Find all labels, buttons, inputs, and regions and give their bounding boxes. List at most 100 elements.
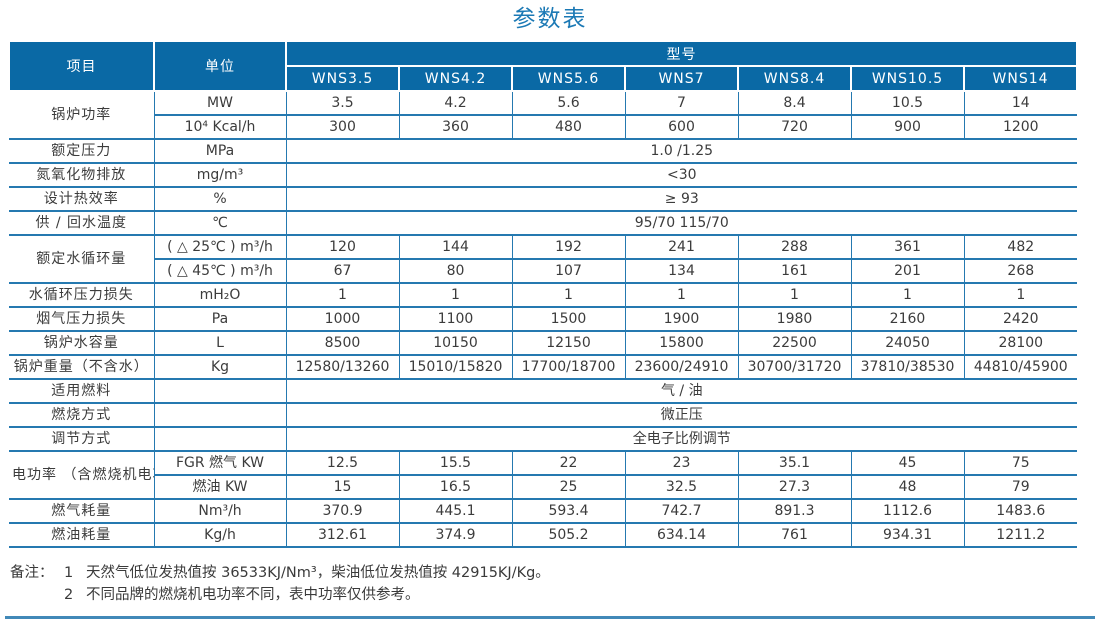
row-label: 设计热效率 [9, 186, 155, 212]
value-cell: 1 [285, 282, 400, 308]
value-cell: 1 [963, 282, 1078, 308]
value-cell: 1980 [737, 306, 852, 332]
value-cell: 2160 [850, 306, 965, 332]
value-cell: 23600/24910 [624, 354, 739, 380]
value-cell: 80 [398, 258, 513, 284]
table-row: 额定压力 MPa 1.0 /1.25 [9, 138, 1078, 164]
value-cell: 600 [624, 114, 739, 140]
row-label: 供 / 回水温度 [9, 210, 155, 236]
col-header-unit: 单位 [153, 40, 287, 92]
value-cell: 28100 [963, 330, 1078, 356]
value-cell: 1000 [285, 306, 400, 332]
value-cell: 370.9 [285, 498, 400, 524]
value-cell: 2420 [963, 306, 1078, 332]
value-cell: 360 [398, 114, 513, 140]
value-cell: 268 [963, 258, 1078, 284]
value-cell: 312.61 [285, 522, 400, 548]
unit-cell: L [153, 330, 287, 356]
value-cell: 1 [850, 282, 965, 308]
value-cell: 761 [737, 522, 852, 548]
value-cell: 10.5 [850, 90, 965, 116]
unit-cell [153, 402, 287, 428]
table-row: 燃气耗量 Nm³/h 370.9 445.1 593.4 742.7 891.3… [9, 498, 1078, 524]
row-label: 燃气耗量 [9, 498, 155, 524]
value-cell: 14 [963, 90, 1078, 116]
page-title: 参数表 [512, 6, 588, 32]
footnote-line-1: 备注： 1 天然气低位发热值按 36533KJ/Nm³，柴油低位发热值按 429… [10, 562, 1100, 584]
table-row: 锅炉水容量 L 8500 10150 12150 15800 22500 240… [9, 330, 1078, 356]
value-cell: 27.3 [737, 474, 852, 500]
value-cell: 1483.6 [963, 498, 1078, 524]
value-cell: 12150 [511, 330, 626, 356]
bottom-divider [5, 616, 1095, 619]
row-label: 锅炉功率 [9, 90, 155, 140]
unit-cell: Nm³/h [153, 498, 287, 524]
span-value-cell: ≥ 93 [285, 186, 1078, 212]
unit-cell: MPa [153, 138, 287, 164]
unit-cell: 燃油 KW [154, 474, 287, 500]
col-header-model-group: 型号 [284, 40, 1079, 67]
col-header-model: WNS8.4 [737, 65, 852, 92]
table-row: 氮氧化物排放 mg/m³ <30 [9, 162, 1078, 188]
value-cell: 120 [285, 234, 400, 260]
span-value-cell: 95/70 115/70 [285, 210, 1078, 236]
unit-cell: FGR 燃气 KW [153, 450, 287, 476]
unit-cell: 10⁴ Kcal/h [154, 114, 287, 140]
row-label: 水循环压力损失 [9, 282, 155, 308]
value-cell: 1900 [624, 306, 739, 332]
value-cell: 891.3 [737, 498, 852, 524]
span-value-cell: <30 [285, 162, 1078, 188]
unit-cell: Kg [153, 354, 287, 380]
col-header-model: WNS3.5 [285, 65, 400, 92]
value-cell: 241 [624, 234, 739, 260]
table-row: 电功率 （含燃烧机电功率） FGR 燃气 KW 12.5 15.5 22 23 … [9, 450, 1078, 500]
value-cell: 7 [624, 90, 739, 116]
table-row: 烟气压力损失 Pa 1000 1100 1500 1900 1980 2160 … [9, 306, 1078, 332]
table-row: 适用燃料 气 / 油 [9, 378, 1078, 404]
value-cell: 1 [624, 282, 739, 308]
value-cell: 134 [624, 258, 739, 284]
value-cell: 30700/31720 [737, 354, 852, 380]
value-cell: 35.1 [737, 450, 852, 476]
unit-cell [153, 426, 287, 452]
row-label: 适用燃料 [9, 378, 155, 404]
table-row: 额定水循环量 ( △ 25℃ ) m³/h 120 144 192 241 28… [9, 234, 1078, 284]
col-header-model: WNS5.6 [511, 65, 626, 92]
value-cell: 1211.2 [963, 522, 1078, 548]
footnote-number: 1 [64, 565, 74, 581]
value-cell: 3.5 [285, 90, 400, 116]
span-value-cell: 1.0 /1.25 [285, 138, 1078, 164]
value-cell: 22500 [737, 330, 852, 356]
table-row: 供 / 回水温度 ℃ 95/70 115/70 [9, 210, 1078, 236]
unit-cell: Kg/h [153, 522, 287, 548]
value-cell: 482 [963, 234, 1078, 260]
col-header-model: WNS14 [962, 65, 1079, 92]
value-cell: 48 [850, 474, 965, 500]
value-cell: 144 [398, 234, 513, 260]
unit-cell: ( △ 25℃ ) m³/h [153, 234, 287, 260]
unit-cell: ℃ [153, 210, 287, 236]
value-cell: 17700/18700 [511, 354, 626, 380]
value-cell: 480 [511, 114, 626, 140]
table-row: 燃烧方式 微正压 [9, 402, 1078, 428]
footnote-line-2: 2 不同品牌的燃烧机电功率不同，表中功率仅供参考。 [10, 584, 1100, 606]
value-cell: 593.4 [511, 498, 626, 524]
value-cell: 634.14 [624, 522, 739, 548]
col-header-model: WNS7 [624, 65, 739, 92]
value-cell: 67 [285, 258, 400, 284]
value-cell: 201 [850, 258, 965, 284]
value-cell: 374.9 [398, 522, 513, 548]
row-label: 锅炉重量（不含水） [9, 354, 155, 380]
value-cell: 75 [963, 450, 1078, 476]
table-row: ( △ 45℃ ) m³/h 67 80 107 134 161 201 268 [9, 258, 1078, 284]
col-header-model: WNS10.5 [850, 65, 965, 92]
row-label: 燃油耗量 [9, 522, 155, 548]
value-cell: 300 [285, 114, 400, 140]
value-cell: 1500 [511, 306, 626, 332]
value-cell: 361 [850, 234, 965, 260]
value-cell: 15.5 [398, 450, 513, 476]
parameters-table: 项目 单位 型号 WNS3.5 WNS4.2 WNS5.6 WNS7 WNS8.… [8, 40, 1079, 548]
value-cell: 1100 [398, 306, 513, 332]
table-header: 项目 单位 型号 WNS3.5 WNS4.2 WNS5.6 WNS7 WNS8.… [8, 40, 1079, 92]
span-value-cell: 气 / 油 [285, 378, 1078, 404]
